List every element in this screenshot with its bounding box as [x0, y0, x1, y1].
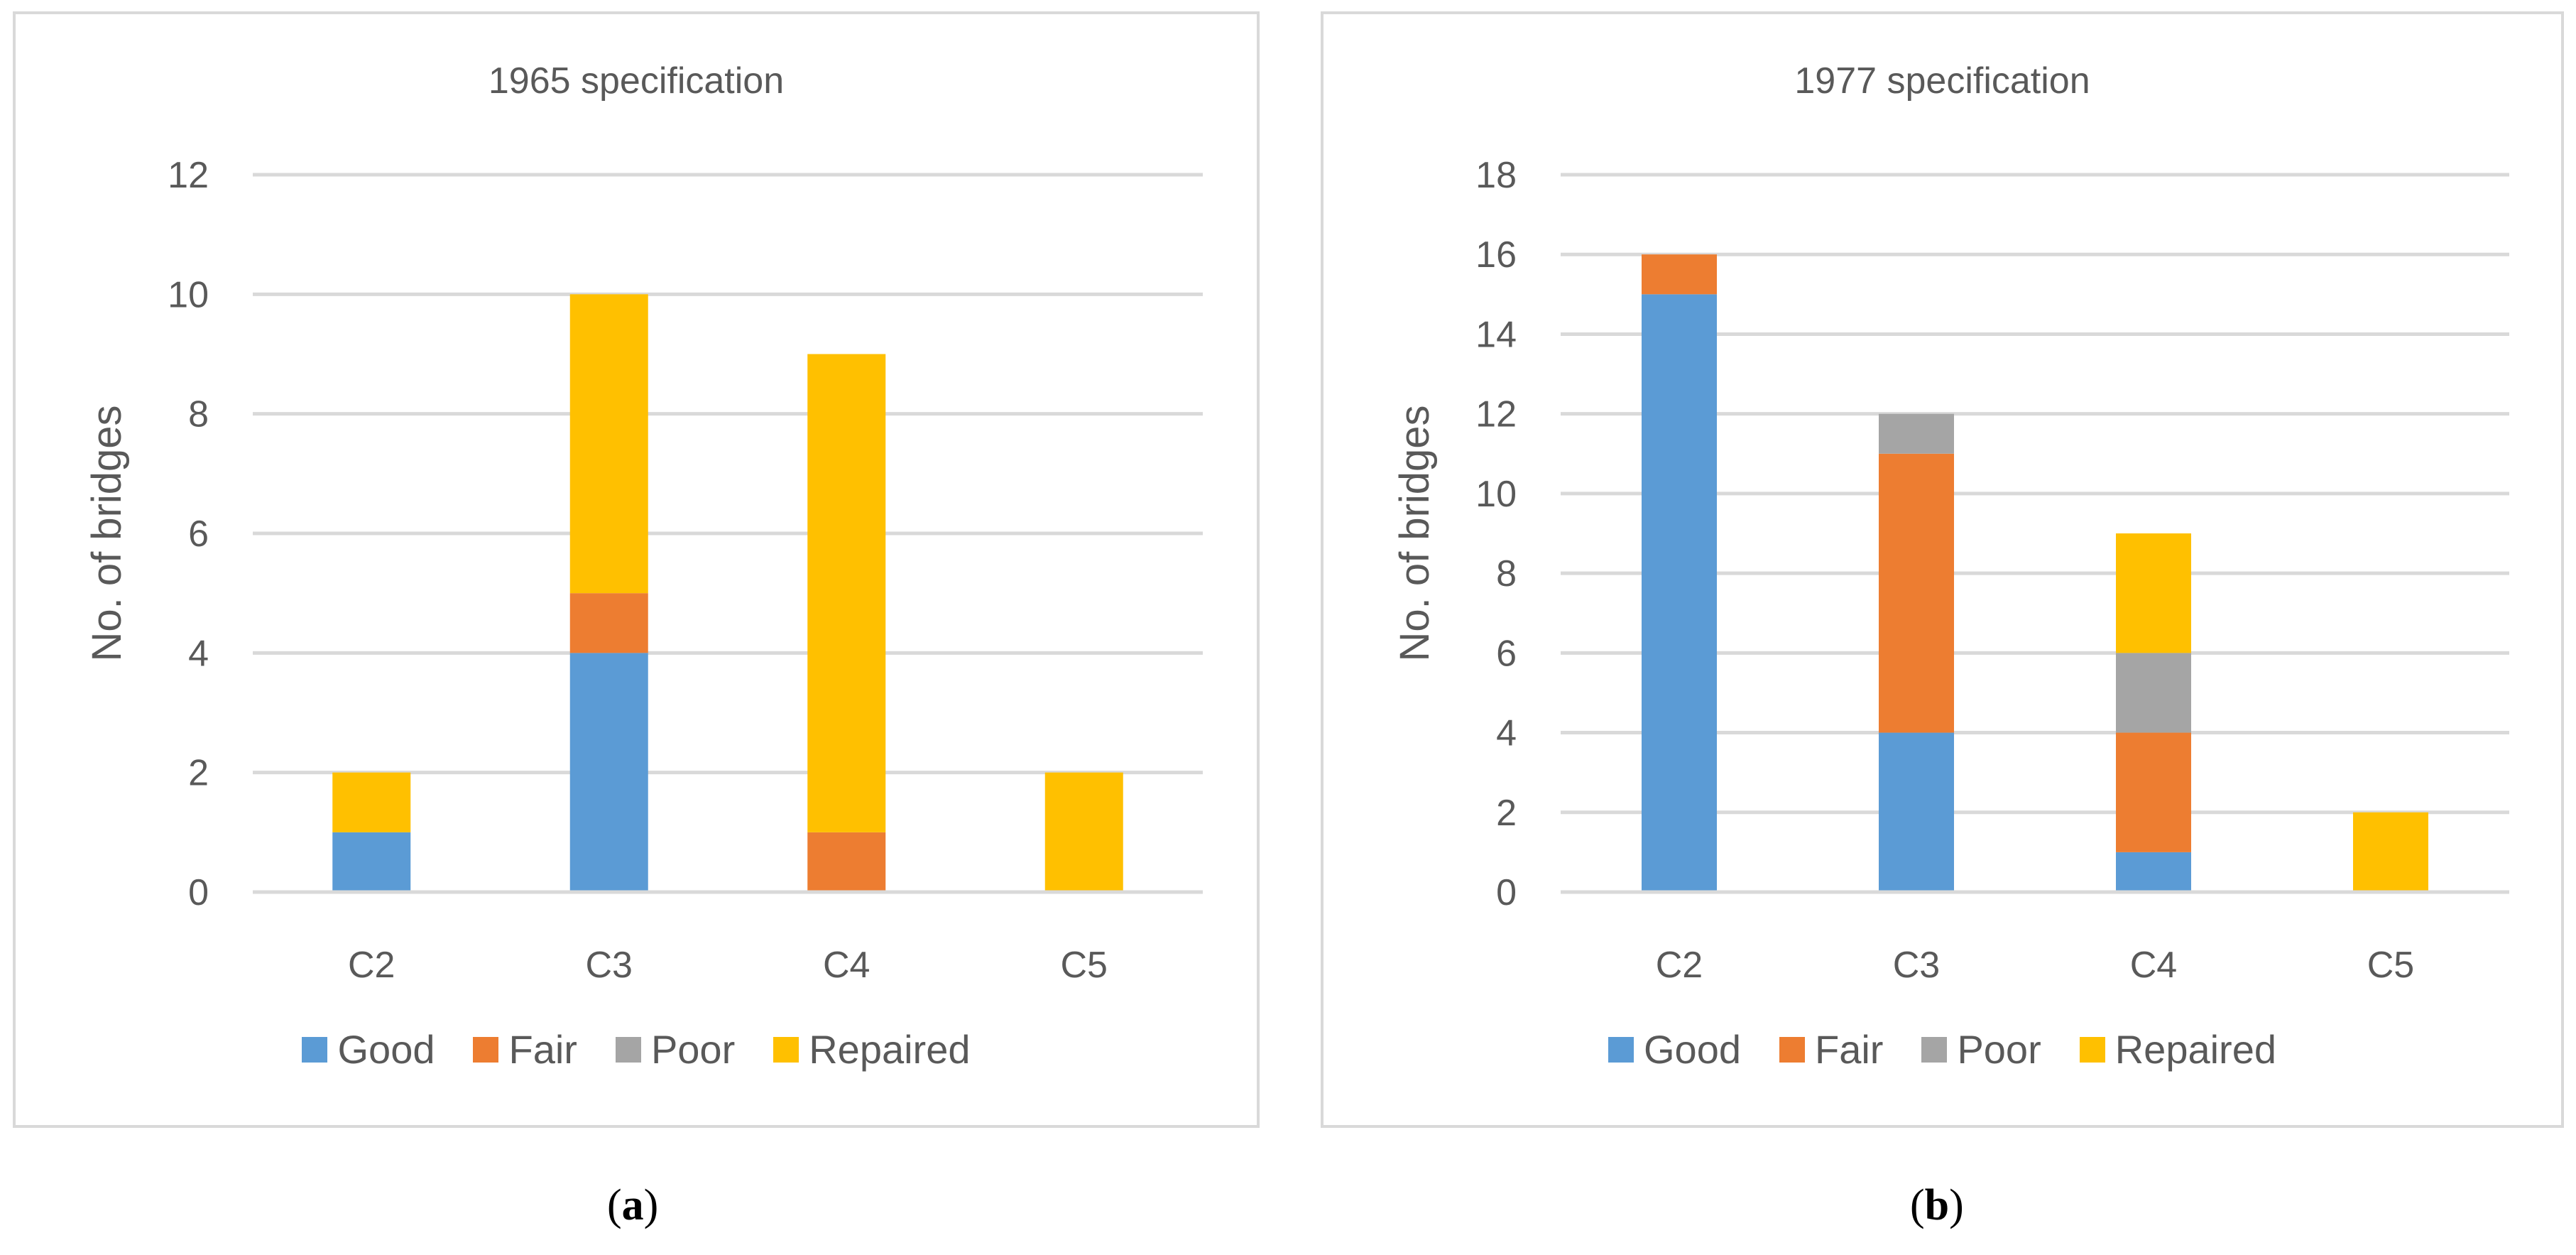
y-tick-label: 6 — [188, 514, 209, 555]
x-tick-label: C2 — [348, 945, 395, 986]
caption-b-open: ( — [1910, 1181, 1925, 1229]
legend-swatch-good — [302, 1036, 328, 1063]
legend-label-good: Good — [337, 1027, 435, 1072]
legend-item-repaired: Repaired — [2079, 1026, 2276, 1072]
legend-label-fair: Fair — [1814, 1027, 1884, 1072]
bar-segment-good-c2 — [332, 832, 411, 892]
chart-panel-a: 1965 specification 0 2 4 6 8 10 12 No. of bridg… — [13, 11, 1260, 1128]
x-tick-label: C5 — [2367, 945, 2414, 986]
legend-swatch-fair — [473, 1036, 499, 1063]
legend-swatch-good — [1608, 1036, 1634, 1063]
legend-label-repaired: Repaired — [809, 1027, 971, 1072]
legend-swatch-fair — [1779, 1036, 1805, 1063]
bar-segment-repaired-c5 — [2353, 812, 2428, 892]
x-tick-label: C3 — [586, 945, 633, 986]
bar-segment-good-c3 — [569, 653, 648, 892]
caption-b-letter: b — [1924, 1181, 1950, 1229]
legend-item-repaired: Repaired — [773, 1026, 971, 1072]
legend-swatch-repaired — [773, 1036, 799, 1063]
y-axis-label: No. of bridges — [84, 405, 130, 661]
x-tick-label: C4 — [2130, 945, 2177, 986]
caption-b-close: ) — [1949, 1181, 1964, 1229]
legend-swatch-poor — [615, 1036, 641, 1063]
legend-item-poor: Poor — [615, 1026, 736, 1072]
bar-segment-repaired-c3 — [569, 294, 648, 594]
y-axis-label: No. of bridges — [1392, 405, 1438, 661]
caption-a-open: ( — [607, 1181, 622, 1229]
legend-label-poor: Poor — [650, 1027, 736, 1072]
y-tick-label: 14 — [1475, 314, 1517, 355]
y-tick-label: 2 — [188, 753, 209, 794]
caption-a: (a) — [607, 1180, 658, 1231]
chart-plot-b: 0 2 4 6 8 10 12 14 16 18 No. of bridges C2 C3 C4 C5 — [1392, 155, 2509, 986]
caption-b: (b) — [1910, 1180, 1964, 1231]
y-tick-label: 4 — [188, 633, 209, 674]
legend: Good Fair Poor Repaired — [1324, 1026, 2561, 1072]
chart-title: 1965 specification — [488, 60, 785, 102]
bar-segment-repaired-c4 — [807, 354, 886, 832]
y-tick-label: 10 — [1475, 474, 1517, 515]
legend-item-fair: Fair — [473, 1026, 577, 1072]
chart-panel-b: 1977 specification 0 2 4 6 8 10 12 14 16 18 No. of… — [1321, 11, 2564, 1128]
bar-segment-repaired-c4 — [2116, 533, 2191, 653]
legend-label-fair: Fair — [508, 1027, 577, 1072]
legend-item-fair: Fair — [1779, 1026, 1883, 1072]
x-tick-label: C5 — [1061, 945, 1108, 986]
y-tick-label: 0 — [1496, 872, 1517, 913]
y-tick-label: 8 — [188, 394, 209, 435]
bar-segment-fair-c4 — [807, 832, 886, 892]
y-tick-label: 16 — [1475, 234, 1517, 276]
caption-a-letter: a — [621, 1181, 644, 1229]
chart-title: 1977 specification — [1794, 60, 2090, 102]
bar-segment-fair-c2 — [1642, 254, 1717, 295]
legend-label-poor: Poor — [1957, 1027, 2041, 1072]
legend-label-good: Good — [1643, 1027, 1741, 1072]
legend-item-good: Good — [1608, 1026, 1741, 1072]
legend-swatch-poor — [1921, 1036, 1948, 1063]
y-tick-label: 4 — [1496, 713, 1517, 754]
y-tick-label: 2 — [1496, 793, 1517, 834]
legend-label-repaired: Repaired — [2114, 1027, 2276, 1072]
bar-segment-fair-c3 — [1879, 453, 1954, 733]
y-tick-label: 12 — [1475, 394, 1517, 435]
legend-swatch-repaired — [2079, 1036, 2105, 1063]
caption-a-close: ) — [643, 1181, 659, 1229]
bar-segment-repaired-c2 — [332, 772, 411, 832]
x-tick-label: C4 — [823, 945, 870, 986]
bar-segment-fair-c3 — [569, 593, 648, 653]
x-tick-label: C3 — [1893, 945, 1940, 986]
bar-segment-poor-c3 — [1879, 413, 1954, 454]
legend: Good Fair Poor Repaired — [16, 1026, 1257, 1072]
y-tick-label: 8 — [1496, 553, 1517, 594]
y-tick-label: 0 — [188, 872, 209, 913]
bar-segment-fair-c4 — [2116, 732, 2191, 852]
bar-segment-poor-c4 — [2116, 653, 2191, 733]
y-tick-label: 12 — [168, 155, 209, 196]
x-tick-label: C2 — [1656, 945, 1703, 986]
legend-item-good: Good — [302, 1026, 435, 1072]
bar-segment-good-c4 — [2116, 852, 2191, 892]
y-tick-label: 6 — [1496, 633, 1517, 674]
chart-plot-a: 0 2 4 6 8 10 12 No. of bridges C2 C3 C4 C5 — [84, 155, 1203, 986]
bar-segment-good-c3 — [1879, 732, 1954, 892]
legend-item-poor: Poor — [1921, 1026, 2041, 1072]
bar-segment-good-c2 — [1642, 294, 1717, 892]
y-tick-label: 18 — [1475, 155, 1517, 196]
y-tick-label: 10 — [168, 274, 209, 315]
bar-segment-repaired-c5 — [1044, 772, 1123, 892]
